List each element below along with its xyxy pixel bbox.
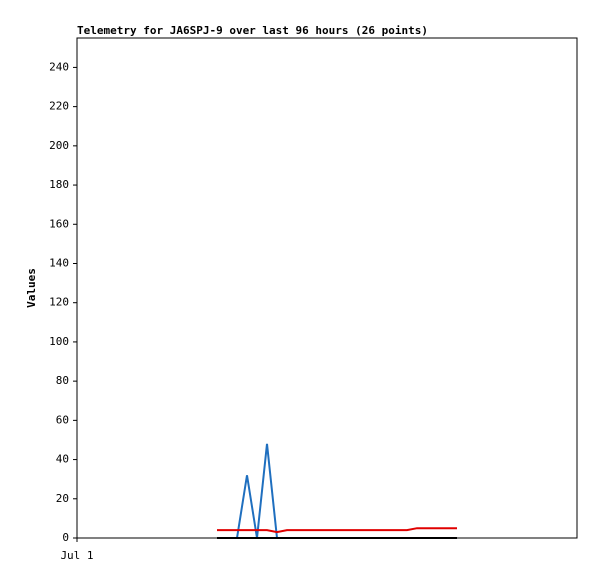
y-tick-label: 220 — [49, 100, 69, 113]
y-tick-label: 60 — [56, 413, 69, 426]
y-tick-label: 200 — [49, 139, 69, 152]
y-tick-label: 40 — [56, 453, 69, 466]
plot-frame — [76, 37, 578, 539]
y-tick-label: 20 — [56, 492, 69, 505]
y-tick-label: 100 — [49, 335, 69, 348]
y-tick-label: 80 — [56, 374, 69, 387]
x-tick-label: Jul 1 — [60, 549, 93, 562]
y-tick-label: 240 — [49, 60, 69, 73]
y-tick-label: 0 — [62, 531, 69, 544]
chart-title: Telemetry for JA6SPJ-9 over last 96 hour… — [77, 24, 428, 37]
y-tick-label: 140 — [49, 256, 69, 269]
y-tick-label: 180 — [49, 178, 69, 191]
y-tick-label: 120 — [49, 296, 69, 309]
y-tick-label: 160 — [49, 217, 69, 230]
y-axis-label: Values — [25, 268, 38, 308]
series-line — [217, 527, 457, 534]
